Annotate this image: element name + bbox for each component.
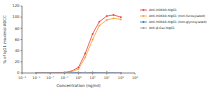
series-line: [36, 18, 121, 73]
x-tick: [106, 73, 107, 75]
legend-marker: [143, 21, 145, 23]
y-tick: [21, 61, 23, 62]
x-axis: [22, 73, 135, 74]
x-tick-label: 10⁻⁴: [18, 76, 26, 80]
x-tick: [120, 73, 121, 75]
series-point: [78, 72, 80, 73]
legend-label: Anti-hOX40-hIgG1: [149, 8, 177, 12]
series-point: [120, 19, 122, 21]
series-point: [92, 72, 94, 73]
x-tick-label: 10⁻¹: [60, 76, 68, 80]
x-tick: [36, 73, 37, 75]
legend-marker: [143, 9, 145, 11]
series-point: [35, 72, 37, 73]
legend-marker: [143, 15, 145, 17]
series-point: [84, 56, 86, 58]
plot-area: [35, 14, 122, 73]
y-tick-label: 40: [15, 48, 20, 53]
series-point: [106, 19, 108, 21]
series-point: [98, 72, 100, 73]
y-tick-label: 80: [15, 26, 20, 31]
series-point: [70, 72, 72, 73]
series-point: [84, 72, 86, 73]
legend-swatch: [140, 22, 147, 23]
legend-swatch: [140, 10, 147, 11]
series-point: [120, 72, 122, 73]
legend-label: Anti-β-Gal-hIgG1: [149, 26, 175, 30]
series-point: [84, 53, 86, 55]
y-tick: [21, 28, 23, 29]
series-point: [70, 72, 72, 73]
series-point: [49, 72, 51, 73]
series-point: [92, 33, 94, 35]
series-point: [106, 72, 108, 73]
x-tick-label: 10²: [104, 76, 111, 80]
y-tick-label: 60: [15, 37, 20, 42]
series-point: [63, 72, 65, 73]
chart: 0 20 40 60 80 100 120 10⁻⁴ 10⁻³ 10⁻² 10⁻¹ 10⁰ 10¹ 10²…: [0, 0, 220, 91]
y-tick: [21, 6, 23, 7]
series-point: [113, 72, 115, 73]
y-axis: [22, 6, 23, 73]
series-point: [98, 25, 100, 27]
x-tick: [50, 73, 51, 75]
x-tick: [78, 73, 79, 75]
series-point: [106, 15, 108, 17]
series-point: [70, 70, 72, 72]
series-line: [36, 72, 121, 73]
x-tick-label: 10⁻³: [32, 76, 40, 80]
series-point: [120, 72, 122, 73]
y-tick: [21, 17, 23, 18]
series-point: [35, 72, 37, 73]
series-point: [63, 72, 65, 73]
legend-label: Anti-hOX40-hIgG1 (non-fucosylated): [149, 14, 205, 18]
series-point: [35, 72, 37, 73]
x-tick-label: 10⁴: [132, 76, 139, 80]
series-point: [92, 39, 94, 41]
series-point: [63, 72, 65, 73]
y-tick-label: 100: [12, 14, 20, 19]
y-tick: [21, 73, 23, 74]
legend-swatch: [140, 28, 147, 29]
series-point: [63, 72, 65, 73]
legend-marker: [143, 27, 145, 29]
legend-label: Anti-hOX40-hIgG1 (non-glycosylated): [149, 20, 207, 24]
series-point: [49, 72, 51, 73]
x-tick: [64, 73, 65, 75]
x-tick-label: 10³: [118, 76, 125, 80]
y-tick: [21, 39, 23, 40]
series-point: [113, 14, 115, 16]
x-tick-label: 10⁰: [75, 76, 82, 80]
series-line: [36, 72, 121, 73]
y-axis-label: % of IgG1 maximal ADCC: [2, 15, 7, 64]
series-point: [35, 72, 37, 73]
series-line: [36, 15, 121, 73]
x-tick-label: 10⁻²: [46, 76, 54, 80]
series-point: [120, 16, 122, 18]
x-axis-label: Concentration (ng/ml): [56, 83, 101, 88]
x-tick: [135, 73, 136, 75]
y-tick-label: 20: [15, 59, 20, 64]
x-tick: [92, 73, 93, 75]
series-point: [92, 72, 94, 73]
series-point: [106, 72, 108, 73]
series-point: [98, 21, 100, 23]
series-point: [113, 72, 115, 73]
series-point: [84, 72, 86, 73]
y-tick: [21, 50, 23, 51]
series-point: [78, 68, 80, 70]
y-tick-label: 120: [12, 3, 20, 8]
series-point: [98, 72, 100, 73]
x-tick-label: 10¹: [90, 76, 97, 80]
series-point: [113, 17, 115, 19]
series-point: [78, 72, 80, 73]
x-tick: [22, 73, 23, 75]
y-tick-label: 0: [17, 70, 20, 75]
legend-swatch: [140, 16, 147, 17]
series-point: [49, 72, 51, 73]
series-point: [49, 72, 51, 73]
